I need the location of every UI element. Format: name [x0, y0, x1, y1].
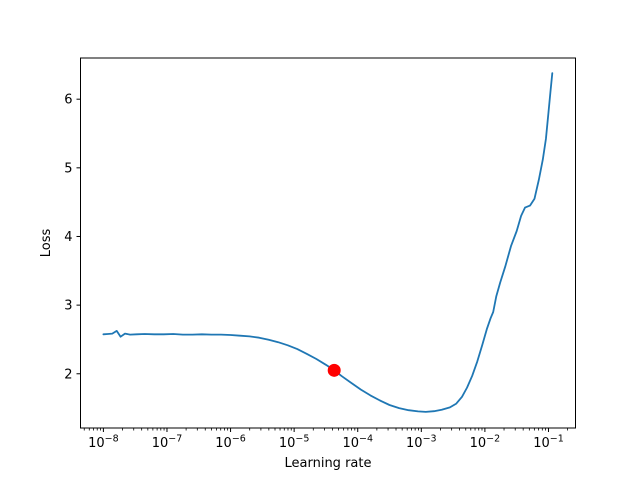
x-tick-label: 10−8: [88, 434, 119, 452]
y-major-ticks: [76, 98, 81, 375]
y-tick-label: 4: [64, 230, 72, 245]
x-tick-label: 10−2: [470, 434, 501, 452]
y-tick-label: 2: [64, 367, 72, 382]
x-tick-label: 10−3: [406, 434, 437, 452]
suggested-lr-point: [327, 363, 341, 377]
x-tick-label: 10−7: [152, 434, 183, 452]
x-axis-label: Learning rate: [285, 456, 372, 471]
x-tick-label: 10−4: [342, 434, 373, 452]
plot-frame: [80, 57, 576, 429]
x-tick-labels: 10−8 10−7 10−6 10−5 10−4 10−3 10−2 10−1: [88, 434, 564, 452]
y-tick-label: 6: [64, 93, 72, 108]
x-tick-label: 10−1: [533, 434, 564, 452]
x-major-ticks: [102, 428, 549, 432]
x-tick-label: 10−5: [279, 434, 310, 452]
series-layer: [102, 72, 554, 413]
loss-curve: [102, 72, 554, 413]
y-tick-label: 5: [64, 161, 72, 176]
y-tick-label: 3: [64, 299, 72, 314]
x-tick-label: 10−6: [215, 434, 246, 452]
y-tick-labels: 2 3 4 5 6: [64, 93, 72, 383]
y-axis-label: Loss: [39, 229, 54, 258]
